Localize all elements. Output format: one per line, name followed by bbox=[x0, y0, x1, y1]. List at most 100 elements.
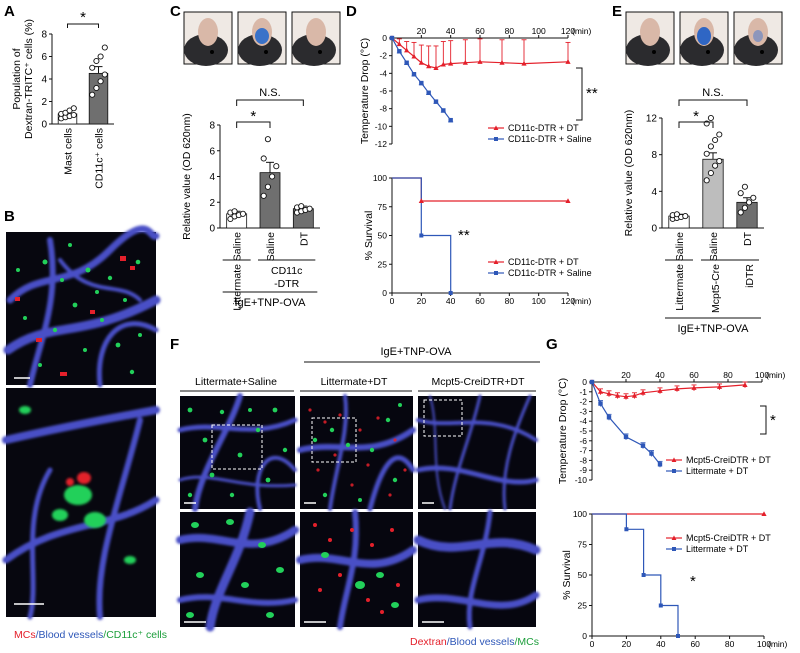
genotype-label: -DTR bbox=[274, 278, 299, 290]
y-tick-label: 6 bbox=[41, 52, 47, 63]
significance-bracket bbox=[67, 23, 99, 28]
micrograph-b-top bbox=[3, 225, 161, 388]
data-point bbox=[741, 204, 748, 211]
treatment-label: IgE+TNP-OVA bbox=[677, 323, 749, 335]
micrograph-b-bottom bbox=[2, 388, 160, 620]
bar bbox=[259, 172, 281, 229]
panel-label-d: D bbox=[346, 3, 357, 20]
mouse-photo-e-3 bbox=[733, 11, 783, 66]
y-tick-label: -6 bbox=[579, 436, 587, 446]
data-point bbox=[565, 198, 571, 203]
data-point bbox=[640, 389, 646, 395]
y-tick-label: -6 bbox=[379, 86, 387, 96]
y-tick-label: 0 bbox=[382, 288, 387, 298]
category-label: Mast cells bbox=[63, 128, 75, 175]
data-point bbox=[716, 131, 723, 138]
data-point bbox=[239, 210, 247, 217]
y-tick-label: -5 bbox=[579, 426, 587, 436]
data-point bbox=[441, 108, 446, 113]
data-point bbox=[462, 59, 468, 65]
data-point bbox=[707, 143, 714, 150]
x-tick-label: 60 bbox=[689, 370, 699, 380]
data-point bbox=[750, 194, 757, 201]
y-tick-label: 8 bbox=[651, 150, 657, 161]
x-tick-label: 40 bbox=[656, 639, 666, 649]
x-unit-label: (min) bbox=[572, 296, 592, 306]
data-point bbox=[93, 84, 100, 92]
data-point bbox=[418, 198, 424, 203]
category-label: Saline bbox=[708, 232, 720, 261]
ns-bracket bbox=[678, 99, 748, 106]
data-point bbox=[657, 462, 663, 467]
data-point bbox=[649, 451, 654, 456]
x-tick-label: 100 bbox=[757, 639, 771, 649]
chart-d-temperature: 0 -2 -4 -6 -8 -10 -12 20 40 60 80 100 120(min) Temper… bbox=[359, 26, 598, 149]
data-point bbox=[623, 393, 629, 399]
chart-d-survival: 0 25 50 75 100 0 20 40 60 80 100 120(min) % Survival… bbox=[363, 173, 592, 306]
y-tick-label: -2 bbox=[379, 51, 387, 61]
data-point bbox=[640, 443, 646, 448]
legend-marker bbox=[671, 457, 677, 462]
significance-bracket bbox=[236, 121, 271, 128]
data-point bbox=[737, 190, 744, 197]
data-point bbox=[682, 213, 689, 220]
data-point bbox=[426, 90, 431, 95]
data-point bbox=[712, 136, 719, 144]
y-tick-label: 2 bbox=[209, 198, 215, 209]
x-tick-label: 60 bbox=[475, 296, 485, 306]
genotype-label: CD11c bbox=[271, 265, 302, 277]
y-tick-label: -9 bbox=[579, 465, 587, 475]
data-point bbox=[89, 91, 96, 98]
genotype-label: Mcpt5-Cre bbox=[710, 264, 722, 313]
series-line bbox=[592, 513, 679, 636]
y-axis-label: Temperature Drop (°C) bbox=[359, 38, 371, 144]
micrograph-f-dt-zoom bbox=[296, 509, 417, 630]
mouse-photo-c-3 bbox=[291, 11, 341, 66]
panel-label-c: C bbox=[170, 3, 181, 20]
ns-bracket bbox=[236, 99, 304, 106]
data-point bbox=[97, 78, 104, 85]
y-tick-label: 100 bbox=[573, 509, 587, 519]
legend-label: CD11c-DTR + Saline bbox=[508, 268, 592, 278]
y-tick-label: 25 bbox=[378, 259, 388, 269]
y-axis-label: % Survival bbox=[561, 550, 573, 600]
category-label: CD11c⁺ cells bbox=[94, 128, 106, 189]
data-point bbox=[676, 634, 680, 638]
x-tick-label: 80 bbox=[505, 26, 515, 36]
mouse-photo-e-2 bbox=[679, 11, 729, 66]
y-tick-label: -8 bbox=[379, 104, 387, 114]
data-point bbox=[448, 60, 454, 66]
legend-label: Mcpt5-CreiDTR + DT bbox=[686, 533, 771, 543]
data-point bbox=[411, 72, 417, 77]
x-tick-label: 120 bbox=[561, 26, 575, 36]
f-header-col-2: Littermate+DT bbox=[321, 376, 388, 388]
y-tick-label: -4 bbox=[379, 68, 387, 78]
data-point bbox=[97, 53, 104, 60]
data-point bbox=[716, 384, 723, 389]
y-tick-label: 0 bbox=[209, 224, 215, 235]
mouse-photo-c-2 bbox=[237, 11, 287, 66]
y-tick-label: 75 bbox=[578, 540, 588, 550]
y-tick-label: 0 bbox=[651, 224, 657, 235]
mouse-photos-e bbox=[625, 11, 783, 66]
data-point bbox=[657, 388, 663, 393]
chart-a: 0 2 4 6 8 Population of Dextran-TRITC⁺ cells (… bbox=[11, 9, 114, 189]
legend-marker bbox=[493, 259, 499, 264]
y-tick-label: -7 bbox=[579, 446, 587, 456]
significance-bracket bbox=[760, 405, 767, 435]
y-tick-label: -1 bbox=[579, 387, 587, 397]
panel-label-g: G bbox=[546, 336, 558, 353]
x-tick-label: 20 bbox=[622, 639, 632, 649]
bar bbox=[702, 158, 724, 229]
x-tick-label: 40 bbox=[446, 296, 456, 306]
x-tick-label: 0 bbox=[390, 296, 395, 306]
data-point bbox=[433, 99, 439, 104]
data-point bbox=[658, 603, 663, 608]
legend-marker bbox=[494, 271, 498, 275]
legend-marker bbox=[494, 137, 498, 141]
data-point bbox=[411, 53, 417, 59]
data-point bbox=[712, 162, 719, 169]
x-unit-label: (min) bbox=[766, 370, 786, 380]
data-point bbox=[448, 117, 453, 123]
data-point bbox=[101, 44, 108, 51]
